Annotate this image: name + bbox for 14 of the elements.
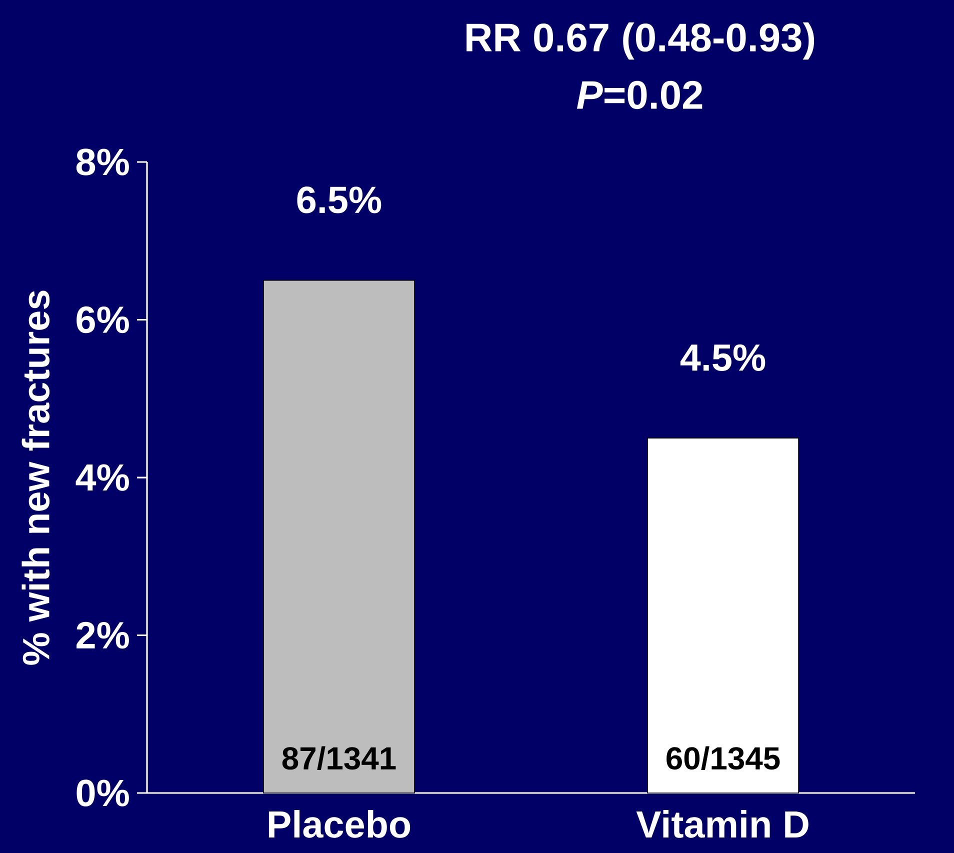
y-tick-label: 8% [76,148,129,176]
chart-title: RR 0.67 (0.48-0.93) [466,22,814,60]
annotation: 87/1341 [282,746,396,770]
y-tick-label: 0% [76,780,129,806]
x-tick-label: Placebo [268,810,410,838]
annotation: 60/1345 [666,746,780,770]
chart-subtitle: P=0.02 [576,80,702,110]
x-tick-label: Vitamin D [636,810,808,838]
y-tick-label: 4% [76,464,129,491]
y-tick-label: 6% [76,306,129,334]
y-tick-label: 2% [76,622,129,649]
data-label: 6.5% [297,186,382,214]
y-axis-title: % with new fractures [22,290,50,665]
data-label: 4.5% [680,344,766,372]
